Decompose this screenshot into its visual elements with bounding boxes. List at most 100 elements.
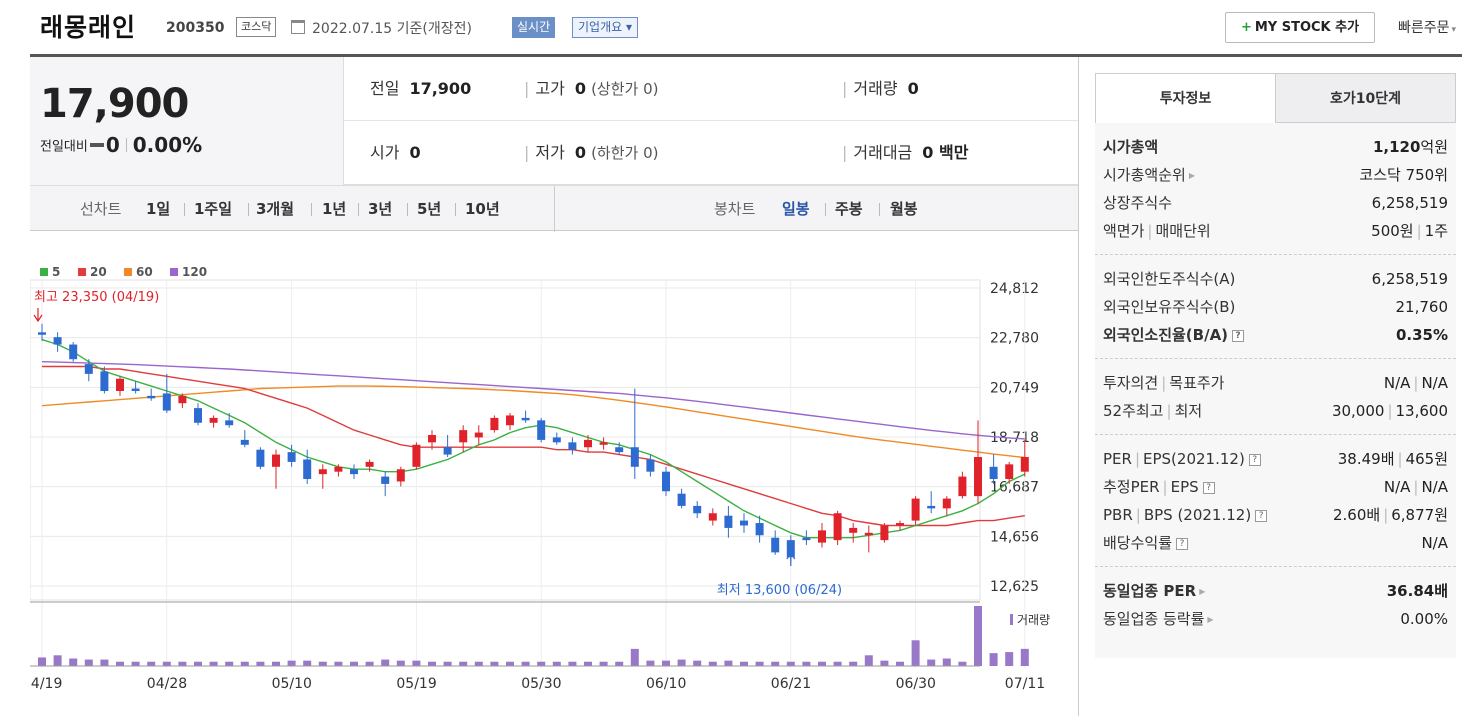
candle: [677, 488, 686, 509]
volume-bar: [584, 661, 592, 666]
candle: [537, 417, 546, 443]
volume-bar: [381, 659, 390, 666]
legend-swatch: [40, 268, 48, 276]
candle-body: [100, 371, 109, 391]
candle: [1020, 439, 1029, 477]
candle-monthly[interactable]: 월봉: [890, 200, 918, 218]
info-label-text: 외국인한도주식수(A): [1103, 270, 1236, 288]
high-label: 고가: [535, 79, 565, 98]
candle: [833, 510, 842, 546]
volume-bar: [771, 661, 780, 666]
candle: [318, 464, 327, 489]
prev-close: 전일 17,900: [370, 57, 471, 121]
x-tick-label: 06/21: [771, 676, 811, 692]
x-tick-label: 05/10: [272, 676, 312, 692]
help-icon[interactable]: ?: [1176, 537, 1189, 550]
x-tick-label: 04/19: [30, 676, 62, 692]
period-1y[interactable]: 1년: [322, 200, 347, 218]
calendar-icon: [291, 20, 305, 34]
info-value: 30,000 | 13,600: [1332, 397, 1448, 425]
candle-body: [350, 469, 358, 475]
candle-daily[interactable]: 일봉: [782, 200, 810, 218]
quick-order-dropdown[interactable]: 빠른주문 ▾: [1398, 17, 1456, 37]
info-label-text: 배당수익률: [1103, 534, 1173, 552]
info-label[interactable]: 동일업종 PER ▶: [1103, 577, 1205, 606]
volume-bar: [69, 658, 78, 666]
info-label: 외국인한도주식수(A): [1103, 265, 1235, 293]
info-row: 동일업종 등락률 ▶ 0.00%: [1103, 605, 1448, 633]
info-label[interactable]: 시가총액순위 ▶: [1103, 161, 1195, 190]
tab-investment-info[interactable]: 투자정보: [1095, 73, 1276, 123]
change-label: 전일대비: [40, 139, 88, 155]
candle-body: [443, 447, 452, 455]
period-5y[interactable]: 5년: [417, 200, 442, 218]
candle-body: [318, 469, 327, 475]
volume-bar: [131, 661, 140, 666]
period-10y[interactable]: 10년: [465, 200, 500, 218]
separator: [311, 203, 312, 216]
info-value: 36.84배: [1387, 577, 1448, 605]
info-label: 외국인소진율(B/A)?: [1103, 321, 1245, 349]
tab-order-book[interactable]: 호가10단계: [1275, 73, 1456, 123]
candle: [100, 366, 109, 394]
info-label-text: 추정PER: [1103, 478, 1160, 496]
candle-body: [989, 466, 998, 480]
help-icon[interactable]: ?: [1248, 453, 1261, 466]
price-chart: 24,812 22,780 20,749 18,718 16,687 14,656 12,6…: [30, 232, 1078, 716]
period-divider: [554, 186, 555, 232]
high-price: | 고가 0 (상한가 0): [524, 57, 659, 121]
candle-body: [396, 469, 405, 482]
candle-body: [474, 432, 483, 438]
candle-body: [412, 444, 421, 467]
candle-body: [584, 439, 592, 448]
candle: [615, 442, 624, 455]
candle-body: [428, 435, 436, 443]
volume-bar: [786, 661, 795, 666]
upper-limit: (상한가 0): [591, 80, 659, 98]
candle-weekly[interactable]: 주봉: [835, 200, 863, 218]
volume-bar: [849, 661, 858, 666]
period-1d[interactable]: 1일: [146, 200, 171, 218]
candle-body: [630, 447, 639, 467]
y-tick-label: 12,625: [990, 579, 1039, 595]
help-icon[interactable]: ?: [1202, 481, 1215, 494]
low-annotation: 최저 13,600 (06/24): [717, 583, 842, 598]
company-overview-dropdown[interactable]: 기업개요 ▾: [572, 17, 639, 38]
help-icon[interactable]: ?: [1255, 509, 1268, 522]
info-value: N/A | N/A: [1384, 473, 1448, 501]
volume-bar: [350, 661, 358, 666]
chevron-down-icon: ▾: [626, 20, 633, 34]
candle-chart-label: 봉차트: [714, 200, 756, 218]
candle-body: [708, 513, 717, 521]
candle: [958, 471, 967, 499]
candle: [287, 444, 296, 467]
period-3m[interactable]: 3개월: [256, 200, 295, 218]
candlestick-chart: 24,81222,78020,74918,71816,68714,65612,6…: [30, 265, 1050, 692]
info-value-text: N/A: [1383, 374, 1411, 392]
add-my-stock-button[interactable]: + MY STOCK 추가: [1225, 12, 1375, 43]
volume-bar: [116, 661, 124, 666]
candle-body: [194, 408, 202, 423]
volume-bar: [490, 661, 499, 666]
volume-bar: [225, 661, 234, 666]
volume-bar: [974, 606, 982, 666]
candle-body: [677, 493, 686, 506]
volume-bar: [240, 661, 249, 666]
info-value-text: 21,760: [1395, 298, 1449, 316]
period-1w[interactable]: 1주일: [194, 200, 233, 218]
candle: [240, 430, 249, 448]
help-icon[interactable]: ?: [1232, 329, 1245, 342]
separator: |: [1162, 478, 1168, 496]
realtime-button[interactable]: 실시간: [512, 17, 556, 38]
candle: [131, 381, 140, 394]
info-label: PBR | BPS (2021.12)?: [1103, 501, 1268, 529]
plot-frame: [30, 279, 981, 601]
info-label-text: 외국인보유주식수(B): [1103, 298, 1236, 316]
info-label-text: 최저: [1174, 402, 1203, 420]
info-row: 외국인보유주식수(B) 21,760: [1103, 293, 1448, 321]
info-label[interactable]: 동일업종 등락률 ▶: [1103, 605, 1214, 634]
investment-info-panel: 투자정보 호가10단계 시가총액 1,120억원 시가총액순위 ▶ 코스닥 750위 상장…: [1095, 73, 1456, 673]
investment-table: 시가총액 1,120억원 시가총액순위 ▶ 코스닥 750위 상장주식수 6,258,519…: [1095, 123, 1456, 658]
period-3y[interactable]: 3년: [368, 200, 393, 218]
up-arrow-icon: [786, 551, 796, 566]
